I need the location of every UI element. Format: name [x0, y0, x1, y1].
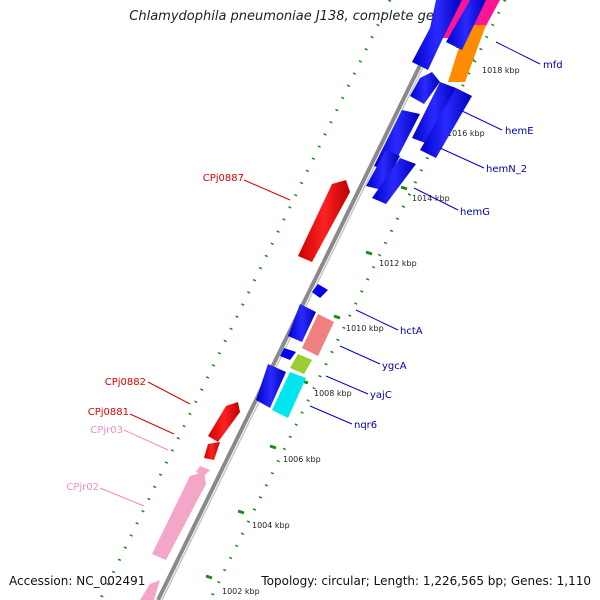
gene-arrow: [410, 72, 440, 104]
gene-arrow: [420, 88, 472, 158]
gene-arrow: [152, 472, 206, 560]
gene-arrow: [366, 150, 400, 190]
gene-arrow: [448, 25, 486, 82]
gene-arrow: [372, 158, 416, 204]
gene-arrow: [288, 304, 316, 342]
gene-label-yajC: yajC: [370, 390, 392, 401]
gene-arrow: [204, 442, 220, 460]
gene-label-hemG: hemG: [460, 207, 490, 218]
gene-label-ygcA: ygcA: [382, 361, 407, 372]
gene-label-CPj0887: CPj0887: [203, 173, 244, 184]
map-title: Chlamydophila pneumoniae J138, complete …: [129, 9, 471, 24]
gene-label-CPj0881: CPj0881: [88, 407, 129, 418]
gene-label-nqr6: nqr6: [354, 420, 377, 431]
gene-label-hemE: hemE: [505, 126, 534, 137]
gene-arrow: [302, 314, 334, 356]
gene-arrow: [412, 0, 462, 70]
tick-label: 1002 kbp: [222, 587, 260, 596]
gene-arrow: [256, 364, 286, 408]
forward-strand-features: [256, 0, 500, 418]
genome-backbone: [156, 0, 454, 600]
tick-label: 1012 kbp: [379, 259, 417, 268]
tick-label: 1008 kbp: [314, 389, 352, 398]
gene-arrow: [208, 402, 240, 442]
tick-label: 1004 kbp: [252, 521, 290, 530]
gene-label-CPjr02: CPjr02: [66, 482, 99, 493]
gene-arrow: [312, 284, 328, 298]
gene-arrow: [140, 580, 160, 600]
gene-label-CPjr03: CPjr03: [90, 425, 123, 436]
tick-label: 1016 kbp: [447, 129, 485, 138]
genome-backbone-shadow: [161, 0, 457, 600]
gene-arrow: [446, 0, 486, 50]
gene-label-CPj0882: CPj0882: [105, 377, 146, 388]
gene-label-hctA: hctA: [400, 326, 423, 337]
tick-label: 1006 kbp: [283, 455, 321, 464]
tick-label: 1010 kbp: [346, 324, 384, 333]
outer-dotted-track: [208, 0, 507, 600]
gene-arrow: [272, 372, 306, 418]
gene-arrow: [290, 354, 312, 374]
tick-label: 1018 kbp: [482, 66, 520, 75]
tick-label: 1014 kbp: [412, 194, 450, 203]
genome-stats-text: Topology: circular; Length: 1,226,565 bp…: [261, 574, 591, 588]
label-leaders: [99, 41, 541, 507]
gene-label-mfd: mfd: [543, 60, 563, 71]
gene-arrow: [412, 82, 456, 144]
reverse-strand-features: [140, 180, 350, 600]
gene-arrow: [280, 348, 296, 360]
accession-text: Accession: NC_002491: [9, 574, 146, 588]
gene-arrow: [298, 180, 350, 262]
inner-dotted-track: [98, 0, 392, 600]
gene-label-hemN_2: hemN_2: [486, 164, 527, 175]
